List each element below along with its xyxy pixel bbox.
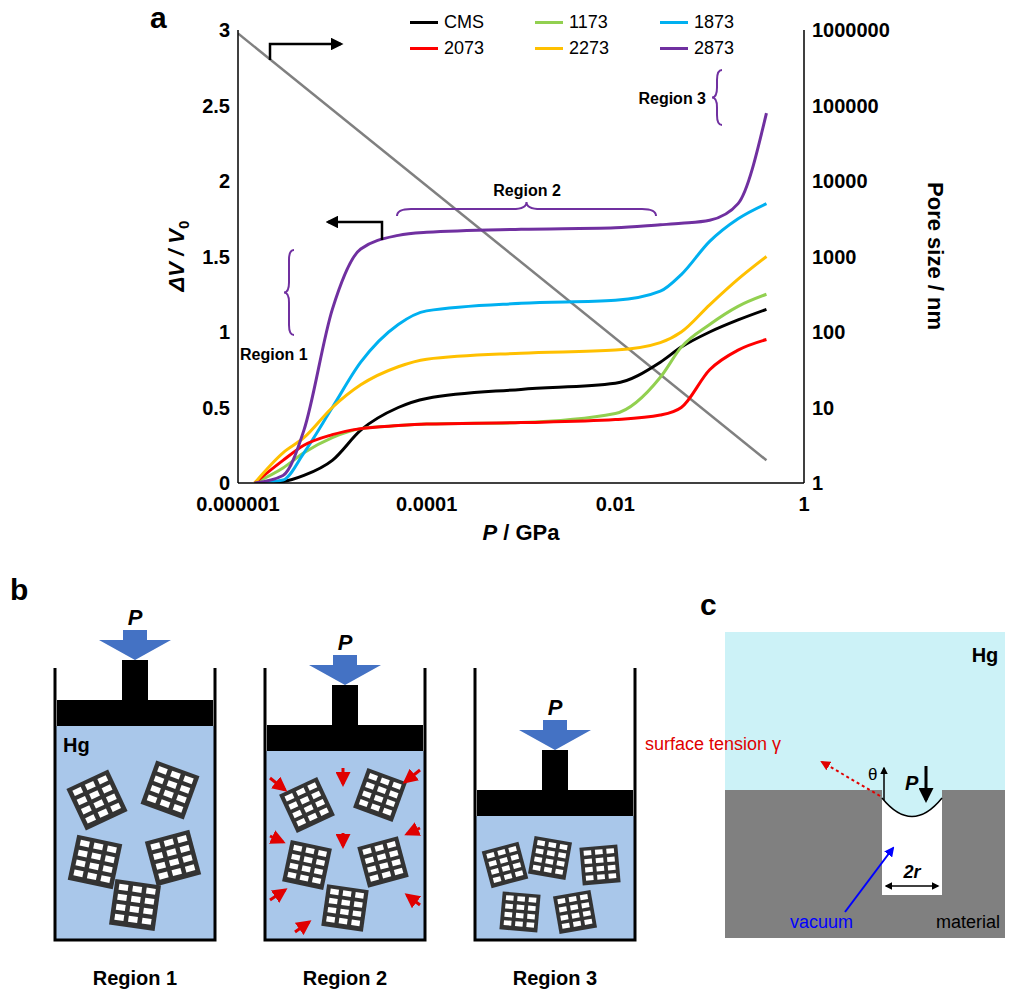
svg-text:1: 1: [219, 321, 230, 343]
svg-text:1.5: 1.5: [202, 246, 230, 268]
html-text:2273: 2273: [569, 37, 609, 58]
svg-text:vacuum: vacuum: [790, 912, 853, 932]
svg-text:0.01: 0.01: [596, 493, 635, 515]
html-text:1873: 1873: [694, 11, 734, 32]
html-text:2873: 2873: [694, 37, 734, 58]
svg-text:P: P: [548, 695, 563, 720]
svg-text:2.5: 2.5: [202, 95, 230, 117]
svg-text:Region 3: Region 3: [638, 90, 706, 107]
svg-text:0.000001: 0.000001: [196, 493, 279, 515]
svg-text:P: P: [128, 605, 143, 630]
html-text:1173: 1173: [569, 11, 608, 32]
svg-text:10000: 10000: [812, 170, 868, 192]
svg-text:0: 0: [219, 472, 230, 494]
svg-text:material: material: [936, 912, 1000, 932]
svg-text:Region 2: Region 2: [303, 967, 387, 989]
svg-text:1: 1: [812, 472, 823, 494]
svg-text:Hg: Hg: [972, 644, 999, 666]
svg-text:Hg: Hg: [63, 734, 90, 756]
svg-text:Region 1: Region 1: [240, 346, 308, 363]
svg-text:θ: θ: [868, 765, 877, 784]
svg-text:10: 10: [812, 397, 834, 419]
svg-text:Region 2: Region 2: [493, 182, 561, 199]
svg-text:P / GPa: P / GPa: [482, 520, 560, 545]
svg-text:0.0001: 0.0001: [396, 493, 457, 515]
svg-text:a: a: [150, 1, 167, 34]
svg-text:Region 1: Region 1: [93, 967, 177, 989]
svg-text:Pore size / nm: Pore size / nm: [923, 182, 948, 330]
svg-text:2: 2: [219, 170, 230, 192]
html-text:2073: 2073: [444, 37, 484, 58]
svg-text:0.5: 0.5: [202, 397, 230, 419]
svg-text:P: P: [338, 630, 353, 655]
svg-text:2r: 2r: [902, 862, 921, 882]
svg-text:100: 100: [812, 321, 845, 343]
svg-text:3: 3: [219, 19, 230, 41]
svg-text:surface tension γ: surface tension γ: [645, 734, 781, 754]
svg-text:c: c: [700, 588, 717, 621]
html-text:CMS: CMS: [444, 11, 484, 32]
svg-text:Region 3: Region 3: [513, 967, 597, 989]
svg-text:1000: 1000: [812, 246, 857, 268]
svg-text:P: P: [905, 772, 919, 794]
svg-text:ΔV / V0: ΔV / V0: [164, 221, 192, 293]
svg-text:1000000: 1000000: [812, 19, 890, 41]
svg-text:b: b: [10, 573, 28, 606]
svg-text:100000: 100000: [812, 95, 879, 117]
svg-text:1: 1: [798, 493, 809, 515]
